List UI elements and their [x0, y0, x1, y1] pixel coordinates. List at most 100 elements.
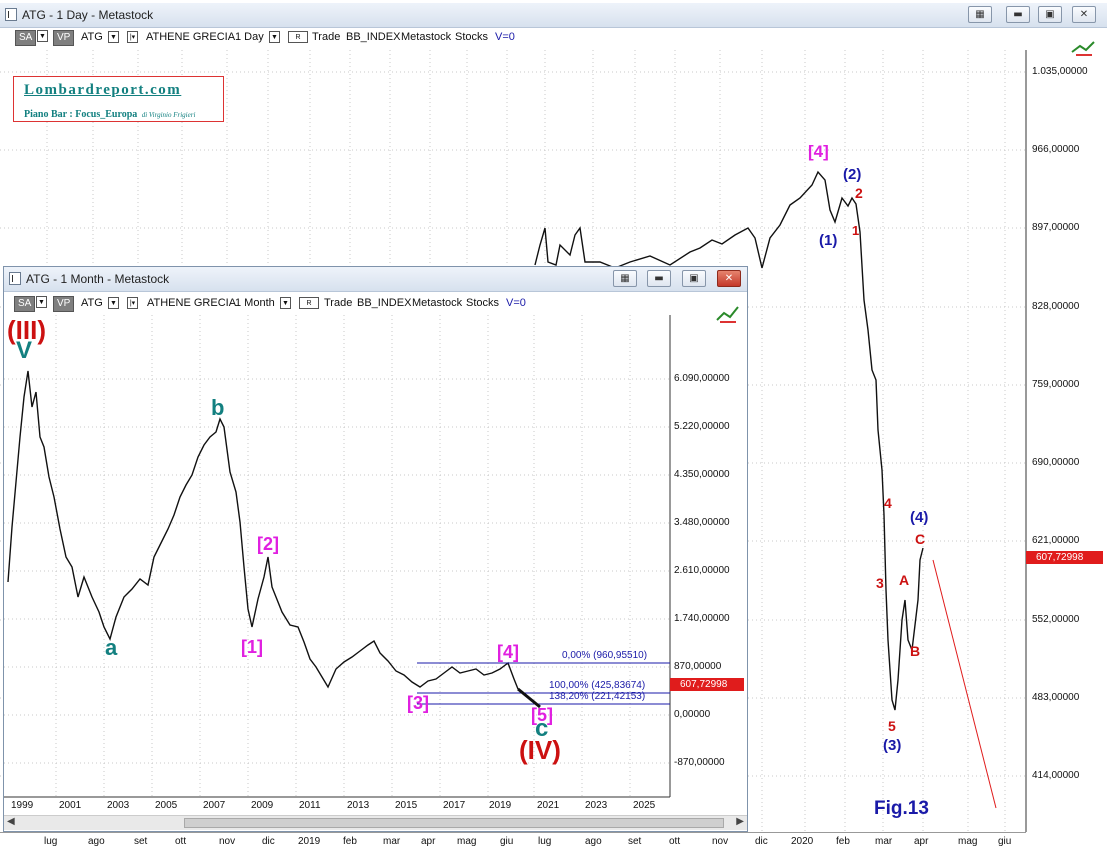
- day-x-label: feb: [836, 836, 850, 847]
- maximize-button[interactable]: ▣: [682, 270, 706, 287]
- r-dropdown[interactable]: R: [288, 31, 308, 43]
- index-label: BB_INDEX: [357, 297, 412, 309]
- interval-dropdown[interactable]: |▾: [127, 31, 138, 43]
- day-y-label: 966,00000: [1032, 144, 1080, 155]
- wave-label: (2): [843, 166, 862, 183]
- month-x-label: 2009: [251, 800, 274, 811]
- security-name: ATHENE GRECIA: [147, 297, 237, 309]
- wave-label: [3]: [407, 693, 429, 713]
- wave-label: (4): [910, 509, 929, 526]
- period-label: 1 Month: [235, 297, 275, 309]
- month-chart-plot: [4, 315, 671, 798]
- scroll-left-icon[interactable]: ◀: [7, 816, 15, 827]
- sa-dropdown[interactable]: ▼: [37, 30, 48, 42]
- close-button[interactable]: ✕: [1072, 6, 1096, 23]
- day-x-label: set: [134, 836, 148, 847]
- symbol-dropdown[interactable]: ▼: [108, 31, 119, 43]
- fib-label: 100,00% (425,83674): [549, 680, 646, 691]
- sa-button[interactable]: SA: [15, 30, 37, 46]
- wave-label: 5: [888, 718, 896, 734]
- day-y-label: 897,00000: [1032, 222, 1080, 233]
- month-x-label: 2021: [537, 800, 560, 811]
- month-chart-window: ATG - 1 Month - Metastock ▦ ▬ ▣ ✕ SA ▼ V…: [3, 266, 748, 832]
- lombardreport-logo: Lombardreport.com Piano Bar : Focus_Euro…: [13, 76, 224, 122]
- security-name: ATHENE GRECIA: [146, 31, 236, 43]
- tile-button[interactable]: ▦: [613, 270, 637, 287]
- month-toolbar: SA ▼ VP ATG ▼ |▾ ATHENE GRECIA 1 Month ▼…: [4, 293, 747, 315]
- interval-dropdown[interactable]: |▾: [127, 297, 138, 309]
- chart-window-icon: [9, 272, 21, 285]
- sa-dropdown[interactable]: ▼: [36, 296, 47, 308]
- month-y-label: 4.350,00000: [674, 469, 730, 480]
- trade-label[interactable]: Trade: [324, 297, 353, 309]
- close-button[interactable]: ✕: [717, 270, 741, 287]
- day-x-label: mag: [457, 836, 477, 847]
- month-y-label: 2.610,00000: [674, 565, 730, 576]
- month-x-label: 2007: [203, 800, 226, 811]
- wave-label: a: [105, 635, 118, 660]
- wave-label: 1: [852, 223, 860, 238]
- month-window-titlebar[interactable]: ATG - 1 Month - Metastock ▦ ▬ ▣ ✕: [4, 267, 747, 292]
- day-x-label: giu: [998, 836, 1012, 847]
- logo-subtitle: Piano Bar : Focus_Europa: [24, 109, 138, 120]
- wave-label: A: [899, 572, 910, 588]
- minimize-button[interactable]: ▬: [1006, 6, 1030, 23]
- month-y-label: -870,00000: [674, 757, 725, 768]
- wave-label: 2: [855, 185, 863, 201]
- month-x-label: 2001: [59, 800, 82, 811]
- day-x-label: apr: [421, 836, 436, 847]
- wave-label: (IV): [519, 735, 561, 765]
- day-y-label: 1.035,00000: [1032, 66, 1088, 77]
- wave-label: C: [915, 531, 926, 547]
- maximize-button[interactable]: ▣: [1038, 6, 1062, 23]
- day-x-label: apr: [914, 836, 929, 847]
- vp-button[interactable]: VP: [53, 296, 75, 312]
- tile-button[interactable]: ▦: [968, 6, 992, 23]
- index-label: BB_INDEX: [346, 31, 401, 43]
- logo-site: Lombardreport.com: [24, 82, 182, 98]
- day-x-label: lug: [44, 836, 58, 847]
- fib-lines: [417, 662, 670, 705]
- day-x-label: giu: [500, 836, 514, 847]
- day-price-series: [534, 170, 924, 711]
- wave-label: [4]: [808, 142, 829, 161]
- wave-label: b: [211, 395, 225, 420]
- month-window-title: ATG - 1 Month - Metastock: [26, 272, 170, 286]
- scroll-right-icon[interactable]: ▶: [736, 816, 744, 827]
- day-x-label: set: [628, 836, 642, 847]
- month-gridlines: [4, 315, 670, 797]
- month-horizontal-scrollbar[interactable]: ◀ ▶: [4, 815, 747, 830]
- period-dropdown[interactable]: ▼: [280, 297, 291, 309]
- wave-label: c: [535, 715, 549, 742]
- day-window-titlebar[interactable]: ATG - 1 Day - Metastock ▦ ▬ ▣ ✕: [0, 3, 1107, 28]
- day-x-label: dic: [755, 836, 768, 847]
- figure-label: Fig.13: [874, 798, 929, 819]
- wave-label: (1): [819, 232, 838, 249]
- day-x-label: mag: [958, 836, 978, 847]
- day-toolbar: SA ▼ VP ATG ▼ |▾ ATHENE GRECIA 1 Day ▼ R…: [0, 27, 1107, 49]
- day-y-label: 621,00000: [1032, 535, 1080, 546]
- day-y-label: 690,00000: [1032, 457, 1080, 468]
- month-price-series: [7, 370, 519, 690]
- period-dropdown[interactable]: ▼: [269, 31, 280, 43]
- day-y-label: 483,00000: [1032, 692, 1080, 703]
- r-dropdown[interactable]: R: [299, 297, 319, 309]
- symbol-dropdown[interactable]: ▼: [108, 297, 119, 309]
- month-y-label: 870,00000: [674, 661, 722, 672]
- fib-label: 0,00% (960,95510): [562, 650, 648, 661]
- scroll-thumb[interactable]: [184, 818, 724, 828]
- sa-button[interactable]: SA: [14, 296, 36, 312]
- metastock-label: Metastock: [412, 297, 463, 309]
- day-y-label: 552,00000: [1032, 614, 1080, 625]
- month-x-label: 2015: [395, 800, 418, 811]
- day-x-label: feb: [343, 836, 357, 847]
- chart-window-icon: [5, 8, 17, 21]
- vp-button[interactable]: VP: [53, 30, 75, 46]
- wave-label: [1]: [241, 637, 263, 657]
- minimize-button[interactable]: ▬: [647, 270, 671, 287]
- day-price-tag: 607,72998: [1026, 551, 1103, 564]
- trade-label[interactable]: Trade: [312, 31, 341, 43]
- stocks-label: Stocks: [466, 297, 500, 309]
- day-x-label: ago: [585, 836, 602, 847]
- wave-label: (3): [883, 737, 902, 754]
